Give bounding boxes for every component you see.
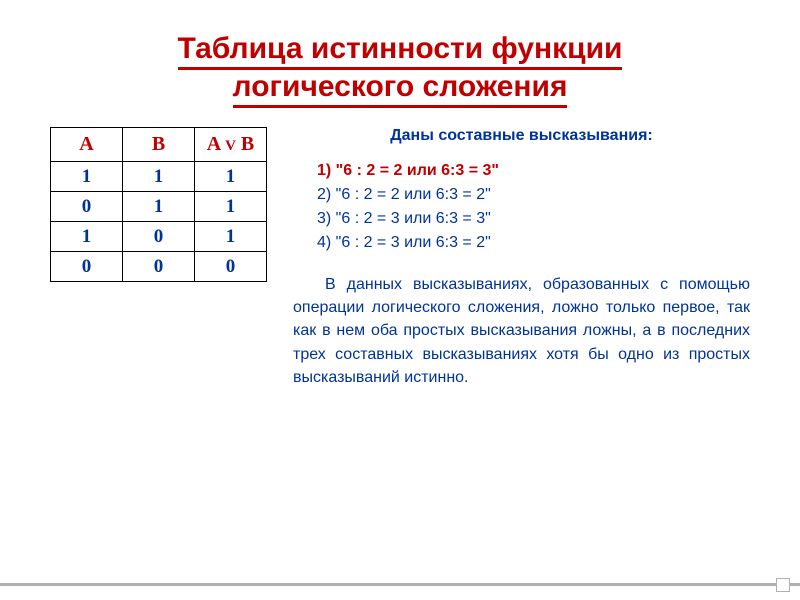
table-row: 111 xyxy=(51,162,267,192)
truth-table-wrap: ABA V B111011101000 xyxy=(50,127,267,282)
truth-table: ABA V B111011101000 xyxy=(50,127,267,282)
table-cell: 0 xyxy=(51,192,123,222)
title-line-1: Таблица истинности функции xyxy=(178,32,623,70)
content-row: ABA V B111011101000 Даны составные выска… xyxy=(50,127,750,389)
table-cell: 1 xyxy=(195,192,267,222)
table-cell: 0 xyxy=(123,222,195,252)
statement-text: "6 : 2 = 2 или 6:3 = 2" xyxy=(336,186,491,203)
explanation-paragraph: В данных высказываниях, образованных с п… xyxy=(293,273,750,389)
footer-rule xyxy=(0,583,800,586)
table-row: 011 xyxy=(51,192,267,222)
statement-number: 1) xyxy=(317,162,336,179)
statement-text: "6 : 2 = 3 или 6:3 = 3" xyxy=(336,210,491,227)
table-header-cell: B xyxy=(123,128,195,162)
corner-box xyxy=(776,578,790,592)
statement-text: "6 : 2 = 3 или 6:3 = 2" xyxy=(336,234,491,251)
statement-item: 1) "6 : 2 = 2 или 6:3 = 3" xyxy=(317,159,750,183)
statements-list: 1) "6 : 2 = 2 или 6:3 = 3"2) "6 : 2 = 2 … xyxy=(317,159,750,255)
table-header-cell: A xyxy=(51,128,123,162)
table-cell: 1 xyxy=(195,162,267,192)
table-cell: 1 xyxy=(51,162,123,192)
table-row: 101 xyxy=(51,222,267,252)
statement-number: 2) xyxy=(317,186,336,203)
table-cell: 1 xyxy=(123,162,195,192)
table-cell: 1 xyxy=(51,222,123,252)
statement-number: 4) xyxy=(317,234,336,251)
table-cell: 0 xyxy=(123,252,195,282)
table-cell: 0 xyxy=(195,252,267,282)
slide: Таблица истинности функции логического с… xyxy=(0,0,800,600)
table-row: 000 xyxy=(51,252,267,282)
statement-text: "6 : 2 = 2 или 6:3 = 3" xyxy=(336,162,499,179)
statement-item: 4) "6 : 2 = 3 или 6:3 = 2" xyxy=(317,231,750,255)
slide-title: Таблица истинности функции логического с… xyxy=(50,30,750,105)
statements-header: Даны составные высказывания: xyxy=(293,127,750,145)
table-cell: 0 xyxy=(51,252,123,282)
right-column: Даны составные высказывания: 1) "6 : 2 =… xyxy=(293,127,750,389)
title-line-2: логического сложения xyxy=(233,70,568,108)
table-header-cell: A V B xyxy=(195,128,267,162)
table-cell: 1 xyxy=(195,222,267,252)
table-cell: 1 xyxy=(123,192,195,222)
statement-number: 3) xyxy=(317,210,336,227)
statement-item: 2) "6 : 2 = 2 или 6:3 = 2" xyxy=(317,183,750,207)
statement-item: 3) "6 : 2 = 3 или 6:3 = 3" xyxy=(317,207,750,231)
